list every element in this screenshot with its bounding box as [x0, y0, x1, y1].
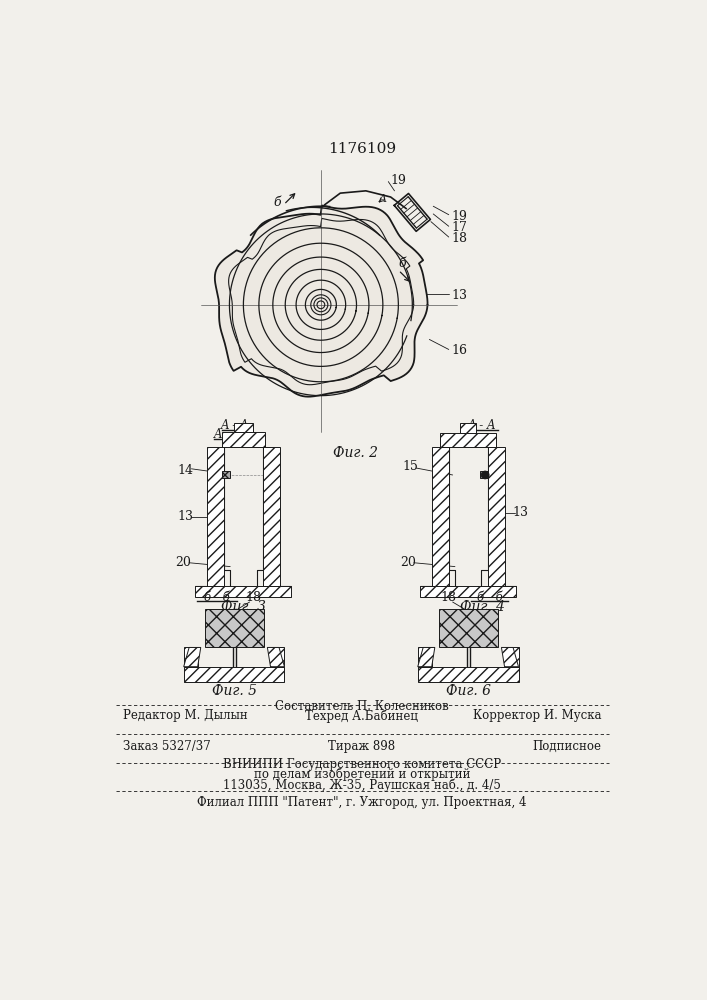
- Circle shape: [481, 471, 489, 479]
- Bar: [184, 647, 198, 667]
- Text: ВНИИПИ Государственного комитета СССР: ВНИИПИ Государственного комитета СССР: [223, 758, 501, 771]
- Bar: [460, 423, 476, 433]
- Text: A - A: A - A: [221, 419, 250, 432]
- Text: б - б: б - б: [477, 591, 503, 604]
- Text: 20: 20: [399, 556, 416, 569]
- Polygon shape: [215, 205, 428, 397]
- Bar: [438, 609, 498, 647]
- Text: б - б: б - б: [204, 591, 230, 604]
- Bar: [418, 647, 432, 667]
- Text: Заказ 5327/37: Заказ 5327/37: [123, 740, 211, 753]
- Text: Техред А.Бабинец: Техред А.Бабинец: [305, 709, 419, 723]
- Text: 19: 19: [451, 210, 467, 223]
- Text: 13: 13: [177, 510, 193, 523]
- Text: Фиг. 2: Фиг. 2: [333, 446, 378, 460]
- Text: 113035, Москва, Ж-35, Раушская наб., д. 4/5: 113035, Москва, Ж-35, Раушская наб., д. …: [223, 779, 501, 792]
- Text: Фиг. 5: Фиг. 5: [211, 684, 257, 698]
- Text: 18: 18: [440, 591, 457, 604]
- Bar: [488, 447, 505, 586]
- Text: Фиг. 3: Фиг. 3: [221, 600, 266, 614]
- Bar: [222, 432, 265, 447]
- Text: 14: 14: [177, 464, 193, 477]
- Text: Фиг. 4: Фиг. 4: [460, 600, 505, 614]
- Bar: [184, 667, 284, 682]
- Bar: [263, 447, 280, 586]
- Text: б: б: [274, 196, 281, 209]
- Polygon shape: [267, 647, 284, 667]
- Text: Филиал ППП "Патент", г. Ужгород, ул. Проектная, 4: Филиал ППП "Патент", г. Ужгород, ул. Про…: [197, 796, 527, 809]
- Bar: [271, 647, 284, 667]
- Text: 13: 13: [451, 289, 467, 302]
- Bar: [420, 586, 516, 597]
- Text: 18: 18: [451, 232, 467, 245]
- Polygon shape: [184, 647, 201, 667]
- Bar: [207, 447, 224, 586]
- Text: 18: 18: [245, 591, 262, 604]
- Bar: [505, 647, 518, 667]
- Bar: [418, 667, 518, 682]
- Text: Фиг. 6: Фиг. 6: [445, 684, 491, 698]
- Text: A: A: [247, 423, 255, 436]
- Text: 16: 16: [451, 344, 467, 358]
- Polygon shape: [418, 647, 435, 667]
- Text: 19: 19: [391, 174, 407, 187]
- Bar: [432, 447, 449, 586]
- Text: Составитель П. Колесников: Составитель П. Колесников: [275, 700, 449, 713]
- Bar: [204, 609, 264, 647]
- Bar: [234, 423, 252, 432]
- Polygon shape: [501, 647, 518, 667]
- Bar: [440, 433, 496, 447]
- Bar: [223, 471, 230, 478]
- Text: 20: 20: [175, 556, 191, 569]
- Text: 15: 15: [402, 460, 418, 473]
- Text: A - A: A - A: [214, 428, 243, 441]
- Text: 17: 17: [451, 221, 467, 234]
- Text: Редактор М. Дылын: Редактор М. Дылын: [123, 709, 248, 722]
- Bar: [480, 471, 488, 478]
- Text: Корректор И. Муска: Корректор И. Муска: [473, 709, 602, 722]
- Text: A: A: [379, 194, 387, 204]
- Text: 13: 13: [513, 506, 529, 519]
- Text: по делам изобретений и открытий: по делам изобретений и открытий: [254, 768, 470, 781]
- Text: A - A: A - A: [468, 419, 496, 432]
- Bar: [195, 586, 291, 597]
- Text: Тираж 898: Тираж 898: [328, 740, 395, 753]
- Text: 1176109: 1176109: [328, 142, 396, 156]
- Text: Подписное: Подписное: [532, 740, 602, 753]
- Text: б: б: [399, 257, 406, 270]
